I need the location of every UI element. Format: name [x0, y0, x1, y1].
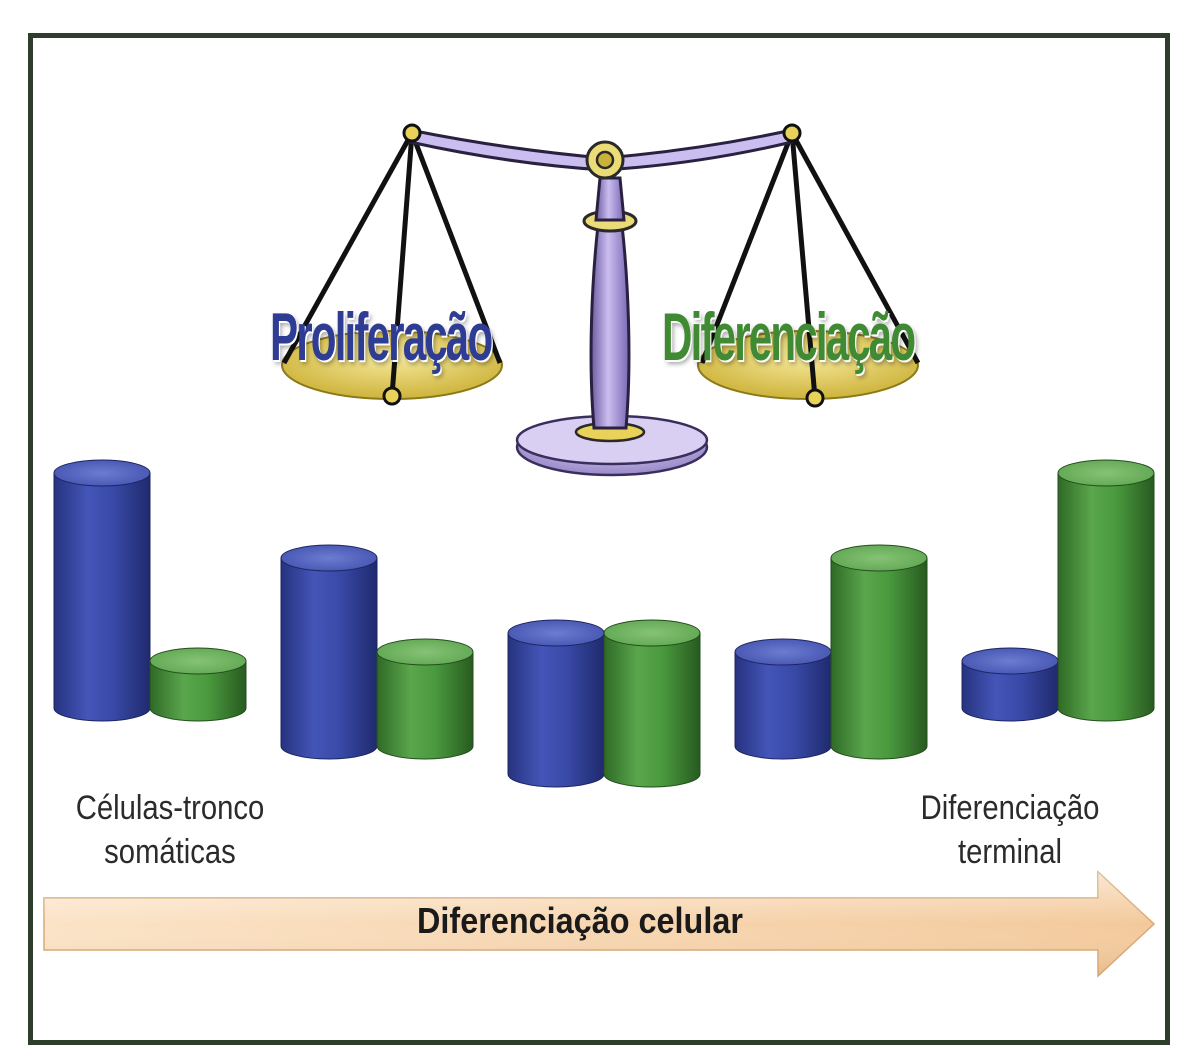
stage-3-proliferation-bar — [507, 619, 605, 788]
differentiation-arrow — [43, 870, 1156, 978]
caption-left-line-2: somáticas — [104, 833, 236, 871]
stage-1-differentiation-bar — [149, 647, 247, 722]
stage-1-proliferation-bar — [53, 459, 151, 722]
caption-right-line-1: Diferenciação — [920, 789, 1100, 827]
stage-4-differentiation-bar — [830, 544, 928, 760]
arrow-label: Diferenciação celular — [417, 900, 743, 941]
stage-bars — [53, 459, 1155, 788]
stage-2-proliferation-bar — [280, 544, 378, 760]
stage-3-differentiation-bar — [603, 619, 701, 788]
proliferation-label: Proliferação — [270, 299, 493, 375]
stage-2-differentiation-bar — [376, 638, 474, 760]
balance-scale — [281, 123, 921, 477]
scale-pillar — [589, 223, 631, 430]
caption-terminal-differentiation: Diferenciação terminal — [898, 786, 1122, 874]
differentiation-label: Diferenciação — [662, 299, 916, 375]
stage-4-proliferation-bar — [734, 638, 832, 760]
caption-right-line-2: terminal — [957, 833, 1063, 871]
left-strings — [281, 131, 503, 397]
caption-somatic-stem-cells: Células-tronco somáticas — [58, 786, 282, 874]
stage-5-differentiation-bar — [1057, 459, 1155, 722]
caption-left-line-1: Células-tronco — [75, 789, 265, 827]
stage-5-proliferation-bar — [961, 647, 1059, 722]
right-strings — [699, 131, 921, 399]
